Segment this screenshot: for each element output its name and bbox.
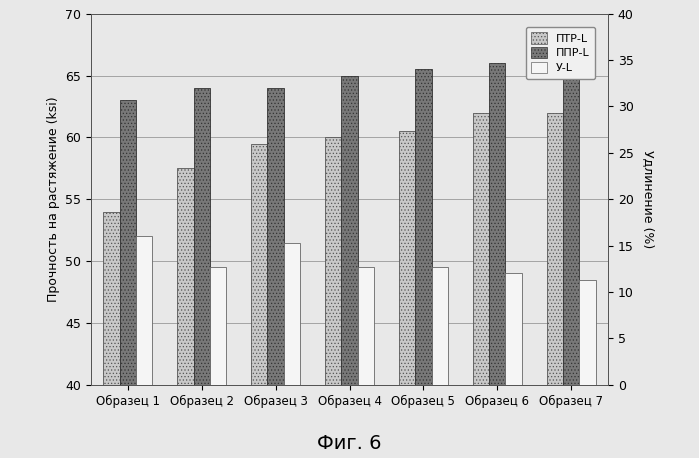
Y-axis label: Прочность на растяжение (ksi): Прочность на растяжение (ksi) <box>47 97 59 302</box>
Bar <box>547 113 563 385</box>
Bar <box>284 243 300 385</box>
Bar <box>489 63 505 385</box>
Bar <box>120 100 136 385</box>
Legend: ПТР-L, ППР-L, У-L: ПТР-L, ППР-L, У-L <box>526 27 595 79</box>
Bar <box>505 273 521 385</box>
Bar <box>103 212 120 385</box>
Y-axis label: Удлинение (%): Удлинение (%) <box>642 150 654 248</box>
Bar <box>473 113 489 385</box>
Bar <box>415 70 431 385</box>
Bar <box>325 137 341 385</box>
Bar <box>194 88 210 385</box>
Bar <box>136 236 152 385</box>
Bar <box>341 76 358 385</box>
Bar <box>178 169 194 385</box>
Bar <box>210 267 226 385</box>
Text: Фиг. 6: Фиг. 6 <box>317 435 382 453</box>
Bar <box>431 267 448 385</box>
Bar <box>268 88 284 385</box>
Bar <box>563 63 579 385</box>
Bar <box>251 144 268 385</box>
Bar <box>399 131 415 385</box>
Bar <box>358 267 374 385</box>
Bar <box>579 279 596 385</box>
